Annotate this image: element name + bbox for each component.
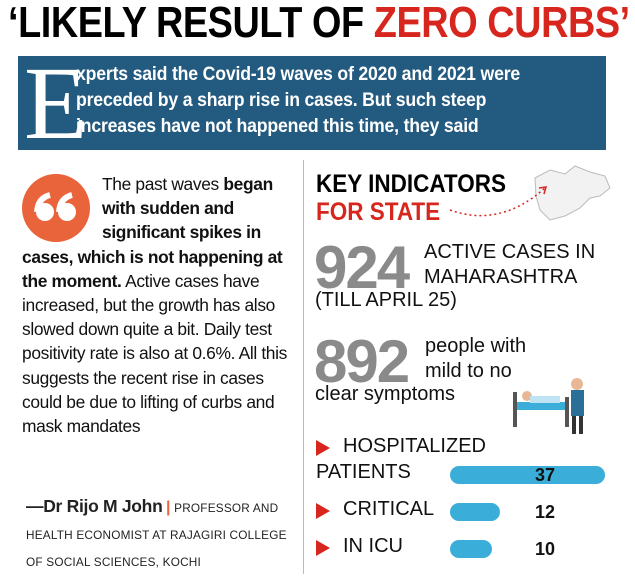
- stat-label-line: people with: [425, 335, 527, 357]
- quote: The past waves began with sudden and sig…: [22, 172, 290, 438]
- headline-red: ZERO CURBS’: [373, 0, 630, 47]
- row-label-line: IN ICU: [343, 535, 403, 557]
- row-arrow: [316, 503, 330, 519]
- map-graphic: [449, 165, 611, 221]
- bar: [450, 466, 606, 484]
- row-value: 12: [534, 502, 555, 522]
- headline-black: ‘LIKELY RESULT OF: [8, 0, 374, 47]
- divider: [303, 160, 304, 574]
- stat-label-line: mild to no: [425, 360, 512, 382]
- row-label-line: HOSPITALIZED: [343, 435, 486, 457]
- intro-line: preceded by a sharp rise in cases. But s…: [76, 90, 487, 111]
- hospital-graphic: [513, 378, 584, 434]
- headline: ‘LIKELY RESULT OF ZERO CURBS’: [8, 0, 630, 48]
- drop-cap: E: [24, 46, 88, 161]
- intro-band: [18, 56, 606, 150]
- stat-value: 924: [314, 234, 410, 301]
- stat-note: clear symptoms: [315, 383, 456, 405]
- row-value: 10: [534, 539, 555, 559]
- author: —Dr Rijo M John: [26, 496, 163, 516]
- row-label: CRITICAL: [343, 496, 434, 522]
- stat-label-line: ACTIVE CASES IN: [424, 241, 596, 263]
- indicator-title-black: KEY INDICATORS: [316, 170, 507, 198]
- stat-note: (TILL APRIL 25): [315, 289, 457, 311]
- indicator-title: KEY INDICATORS FOR STATE: [316, 170, 506, 226]
- quote-icon: [22, 174, 90, 242]
- row-value: 37: [534, 465, 555, 485]
- attribution: —Dr Rijo M John | PROFESSOR AND HEALTH E…: [26, 496, 287, 569]
- intro-line: increases have not happened this time, t…: [76, 116, 479, 137]
- bar: [450, 540, 492, 558]
- row-label-line: PATIENTS: [316, 461, 411, 483]
- quote-text: Active cases have increased, but the gro…: [22, 270, 287, 437]
- quote-text: began with sudden and significant spikes…: [22, 174, 283, 291]
- row-label: HOSPITALIZED PATIENTS: [316, 433, 486, 485]
- stat-value: 892: [314, 328, 410, 395]
- row-arrow: [316, 440, 330, 456]
- row-arrow: [316, 540, 330, 556]
- quote-text: The past waves: [102, 174, 224, 194]
- row-label: IN ICU: [343, 533, 403, 559]
- row-label-line: CRITICAL: [343, 498, 435, 520]
- indicator-title-red: FOR STATE: [316, 198, 441, 226]
- stat-label: people with mild to no: [425, 334, 526, 384]
- stat-label: ACTIVE CASES IN MAHARASHTRA: [424, 240, 595, 290]
- intro-line: xperts said the Covid-19 waves of 2020 a…: [76, 64, 521, 85]
- author-role: PROFESSOR AND HEALTH ECONOMIST AT RAJAGI…: [26, 501, 287, 569]
- stat-label-line: MAHARASHTRA: [424, 266, 578, 288]
- bar: [450, 503, 501, 521]
